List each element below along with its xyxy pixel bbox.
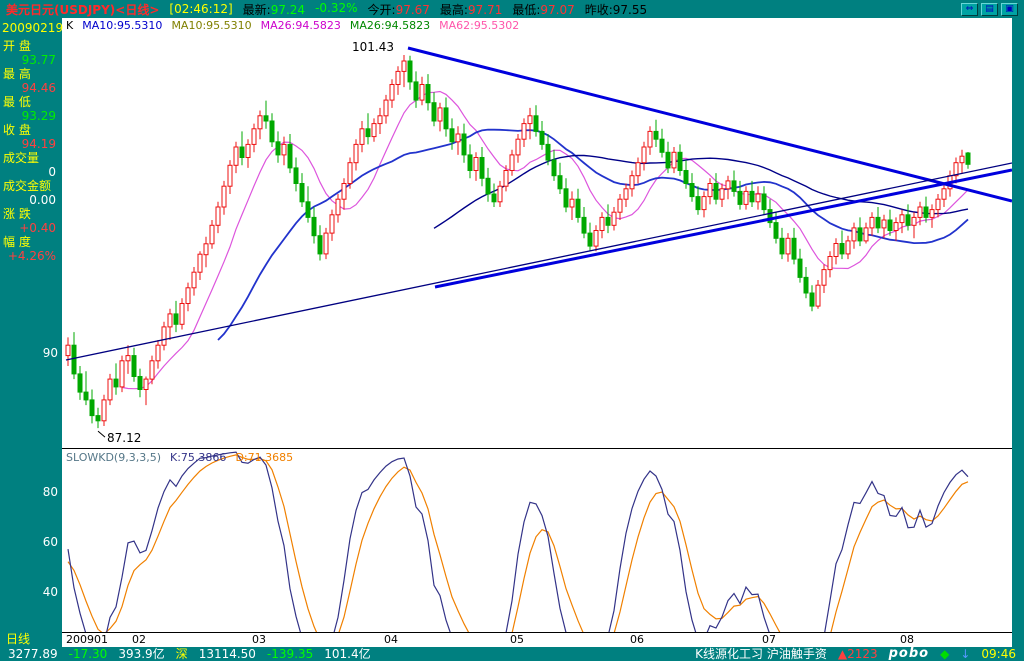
quote-field-value: 97.55	[612, 2, 648, 17]
quote-fields: 最新:97.24 -0.32% 今开:97.67 最高:97.71 最低:97.07 昨收…	[243, 1, 647, 18]
quote-field-label: 最低:	[512, 2, 541, 17]
kd-axis-label: 40	[42, 585, 58, 599]
quote-field-label: 今开:	[367, 2, 396, 17]
kd-axis-label: 80	[42, 485, 58, 499]
status-bar: 3277.89 -17.30 393.9亿深 13114.50 -139.35 101.4…	[0, 647, 1024, 661]
sidebar-row-value: 94.46	[21, 81, 56, 95]
index-quote[interactable]: 3277.89	[8, 647, 58, 661]
sidebar-row-label: 开 盘	[3, 39, 31, 53]
quote-field-label: 最新:	[242, 2, 271, 17]
quote-field-value: 97.67	[395, 2, 430, 17]
quote-field-value: -0.32%	[315, 0, 358, 15]
window-button-1[interactable]: ▤	[981, 2, 998, 16]
window-buttons: ⇔ ▤ ▣	[961, 2, 1018, 16]
month-label: 06	[630, 633, 644, 646]
quote-field-label: 最高:	[439, 2, 468, 17]
ma-legend: K MA10:95.5310 MA10:95.5310 MA26:94.5823 MA2…	[66, 19, 519, 32]
kd-indicator-svg[interactable]	[62, 449, 1012, 633]
window-button-0[interactable]: ⇔	[961, 2, 978, 16]
sidebar-row-label: 最 高	[3, 67, 31, 81]
quote-field: -0.32%	[315, 1, 357, 18]
index-quote[interactable]: 深	[175, 647, 188, 661]
sidebar-row-label: 幅 度	[3, 235, 31, 249]
kd-axis-label: 60	[42, 535, 58, 549]
sidebar-row-label: 成交金额	[3, 179, 52, 193]
svg-text:87.12: 87.12	[107, 431, 141, 445]
candlestick-svg[interactable]: 101.43 87.12	[62, 18, 1012, 448]
ma-legend-item: K	[66, 19, 74, 32]
window-button-2[interactable]: ▣	[1001, 2, 1018, 16]
x-axis-months: 200901 02 03 04 05 06 07 08	[62, 632, 1012, 647]
index-quote[interactable]: 393.9亿	[118, 647, 165, 661]
kd-legend-item: SLOWKD(9,3,3,5)	[66, 451, 162, 464]
session-clock: [02:46:12]	[169, 2, 233, 16]
diamond-icon: ◆	[940, 647, 950, 661]
sidebar-row-value: +4.26%	[7, 249, 56, 263]
sidebar-row-label: 收 盘	[3, 123, 31, 137]
month-label: 04	[384, 633, 398, 646]
sidebar-row-value: 0	[48, 165, 56, 179]
index-quotes: 3277.89 -17.30 393.9亿深 13114.50 -139.35 101.4…	[8, 647, 371, 661]
x-axis: 日线 200901 02 03 04 05 06 07 08	[0, 632, 1024, 647]
kd-legend-item: K:75.3866	[170, 451, 227, 464]
sidebar-rows: 开 盘 93.77 最 高 94.46 最 低 93.29 收 盘 94.19 成交量 0 成交金额…	[0, 39, 62, 263]
status-clock: 09:46	[981, 647, 1016, 661]
sidebar-row-value: 93.77	[21, 53, 56, 67]
month-label: 05	[510, 633, 524, 646]
quote-field-value: 97.71	[467, 2, 503, 17]
kd-indicator-chart[interactable]: SLOWKD(9,3,3,5) K:75.3866 D:71.3685	[62, 448, 1012, 633]
quote-field: 最高:97.71	[440, 1, 502, 18]
month-label: 07	[762, 633, 776, 646]
quote-field-value: 97.24	[270, 2, 306, 17]
ma-legend-item: MA62:95.5302	[439, 19, 520, 32]
index-quote[interactable]: -139.35	[266, 647, 314, 661]
index-quote[interactable]: -17.30	[68, 647, 108, 661]
quote-field: 最新:97.24	[243, 1, 305, 18]
index-quote[interactable]: 13114.50	[198, 647, 256, 661]
quote-field-label: 昨收:	[584, 2, 613, 17]
pobo-logo: pobo	[888, 646, 930, 661]
down-arrow-icon: ↓	[960, 647, 971, 661]
price-axis-label: 90	[42, 346, 58, 360]
svg-text:101.43: 101.43	[352, 40, 394, 54]
period-label: 日线	[6, 632, 31, 646]
month-label: 200901	[66, 633, 108, 646]
sidebar-row-label: 成交量	[3, 151, 40, 165]
month-label: 08	[900, 633, 914, 646]
sidebar-row-label: 涨 跌	[3, 207, 31, 221]
month-label: 03	[252, 633, 266, 646]
sidebar-row-value: 0.00	[29, 193, 56, 207]
ma-legend-item: MA26:94.5823	[349, 19, 431, 32]
index-quote[interactable]: 101.4亿	[324, 647, 371, 661]
right-margin	[1012, 18, 1024, 632]
news-ticker: K线源化工习 沪油触手资	[695, 647, 827, 661]
sidebar-row-value: 94.19	[21, 137, 56, 151]
kd-legend-item: D:71.3685	[235, 451, 294, 464]
symbol-title: 美元日元(USDJPY)<日线>	[6, 2, 160, 17]
kd-legend: SLOWKD(9,3,3,5) K:75.3866 D:71.3685	[66, 451, 293, 464]
quote-field-value: 97.07	[540, 2, 575, 17]
ohlc-sidebar: 20090219 开 盘 93.77 最 高 94.46 最 低 93.29 收 盘 94.1…	[0, 18, 64, 632]
candlestick-chart[interactable]: 101.43 87.12 K MA10:95.5310 MA10:95.5310 MA2…	[62, 18, 1012, 448]
ma-legend-item: MA10:95.5310	[171, 19, 252, 32]
sidebar-row-label: 最 低	[3, 95, 31, 109]
month-label: 02	[132, 633, 146, 646]
chart-area: 101.43 87.12 K MA10:95.5310 MA10:95.5310 MA2…	[62, 18, 1012, 633]
ma-legend-item: MA26:94.5823	[260, 19, 341, 32]
app-titlebar: 美元日元(USDJPY)<日线> [02:46:12] 最新:97.24 -0.3…	[0, 0, 1024, 18]
sidebar-row-value: +0.40	[19, 221, 56, 235]
ma-legend-item: MA10:95.5310	[82, 19, 163, 32]
quote-field: 昨收:97.55	[585, 1, 647, 18]
date-label: 20090219	[2, 21, 64, 35]
sidebar-row-value: 93.29	[21, 109, 56, 123]
quote-field: 今开:97.67	[368, 1, 430, 18]
quote-field: 最低:97.07	[512, 1, 574, 18]
ticker-change: ▲2123	[837, 647, 878, 661]
